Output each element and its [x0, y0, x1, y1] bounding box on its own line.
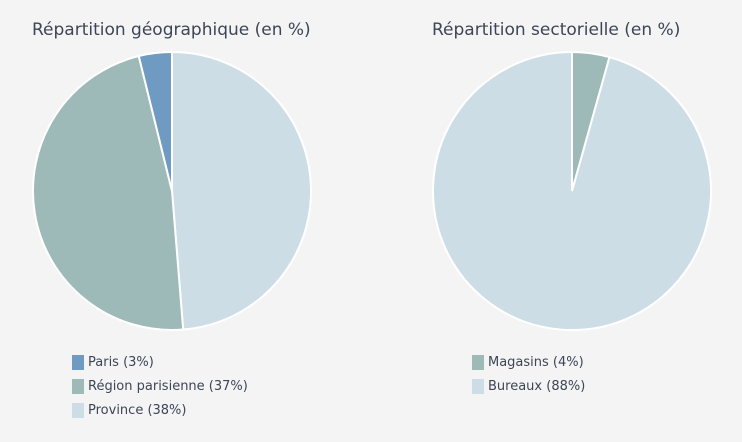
chart-title: Répartition géographique (en %)	[32, 20, 311, 40]
legend-swatch	[72, 354, 84, 370]
chart-title: Répartition sectorielle (en %)	[432, 20, 681, 40]
legend-swatch	[472, 378, 484, 394]
legend: Paris (3%) Région parisienne (37%) Provinc…	[72, 350, 248, 422]
legend-item: Magasins (4%)	[472, 350, 585, 374]
legend-item: Région parisienne (37%)	[72, 374, 248, 398]
pie-slice-province	[171, 50, 312, 331]
legend-swatch	[72, 378, 84, 394]
pie-sector	[432, 50, 712, 331]
pie-slice-région-parisienne	[32, 54, 185, 331]
legend-label: Paris (3%)	[88, 354, 154, 370]
legend-label: Bureaux (88%)	[488, 378, 586, 394]
legend-label: Province (38%)	[88, 402, 187, 418]
legend-item: Province (38%)	[72, 398, 248, 422]
sector-chart: Répartition sectorielle (en %) Magasins …	[400, 0, 742, 442]
legend: Magasins (4%) Bureaux (88%)	[472, 350, 585, 398]
legend-item: Paris (3%)	[72, 350, 248, 374]
pie-geographic	[32, 50, 312, 331]
geographic-chart: Répartition géographique (en %) Paris (3…	[32, 20, 312, 422]
legend-swatch	[472, 354, 484, 370]
legend-swatch	[72, 402, 84, 418]
pie-slice-paris	[137, 50, 173, 192]
legend-label: Magasins (4%)	[488, 354, 584, 370]
legend-label: Région parisienne (37%)	[88, 378, 248, 394]
legend-item: Bureaux (88%)	[472, 374, 585, 398]
pie-slice-bureaux	[432, 50, 712, 331]
